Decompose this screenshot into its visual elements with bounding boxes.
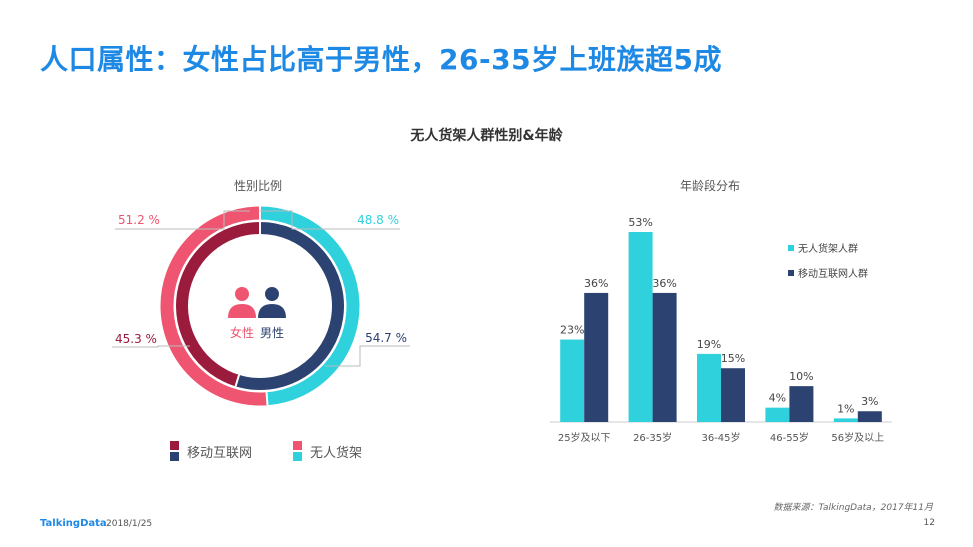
age-bar-chart: 23% 36% 25岁及以下 53% 36% 26-35岁 19%15% 36-45岁 4%10…	[550, 216, 892, 444]
bar-value-label: 19%	[697, 338, 721, 351]
legend-swatch-navy	[788, 269, 794, 276]
x-tick-label: 56岁及以上	[831, 431, 884, 444]
legend-item-shelf-population: 无人货架人群	[788, 240, 868, 255]
footer-date: 2018/1/25	[106, 519, 153, 529]
label-mobile-female: 45.3 %	[115, 332, 157, 346]
x-tick-label: 25岁及以下	[558, 431, 611, 444]
chart-section-title: 无人货架人群性别&年龄	[410, 128, 563, 144]
legend-label-mobile-internet: 移动互联网	[187, 445, 253, 461]
x-tick-label: 36-45岁	[701, 431, 740, 444]
bar-value-label: 10%	[789, 370, 813, 383]
x-tick-label: 26-35岁	[633, 431, 672, 444]
bar-shelf-4	[833, 418, 858, 422]
data-source-note: 数据来源：TalkingData，2017年11月	[773, 503, 933, 513]
age-legend: 无人货架人群 移动互联网人群	[788, 240, 868, 290]
legend-swatch-cyan	[788, 244, 794, 251]
legend-item-mobile-internet: 移动互联网	[170, 440, 252, 462]
bar-mobile-0	[584, 292, 609, 422]
bar-value-label: 36%	[584, 277, 608, 290]
gender-chart-title: 性别比例	[233, 179, 282, 193]
page-title: 人口属性：女性占比高于男性，26-35岁上班族超5成	[40, 43, 723, 76]
bar-value-label: 23%	[560, 324, 584, 337]
talkingdata-logo: TalkingData	[40, 518, 107, 529]
legend-item-unmanned-shelf: 无人货架	[293, 440, 362, 462]
legend-swatch-shelf	[293, 440, 302, 462]
gender-donut-chart: 51.2 % 48.8 % 45.3 % 54.7 % 女性 男性	[112, 206, 410, 406]
female-center-label: 女性	[230, 325, 254, 340]
female-person-icon	[228, 287, 256, 318]
label-mobile-male: 54.7 %	[365, 331, 407, 345]
bar-mobile-2	[721, 368, 745, 422]
bar-value-label: 1%	[837, 402, 854, 415]
page-number: 12	[923, 518, 935, 528]
male-center-label: 男性	[260, 326, 284, 340]
label-shelf-female: 51.2 %	[118, 213, 160, 227]
male-person-icon	[258, 287, 286, 318]
bar-value-label: 53%	[628, 216, 652, 229]
legend-label-mobile-population: 移动互联网人群	[798, 269, 868, 280]
legend-label-shelf-population: 无人货架人群	[798, 244, 858, 255]
bar-shelf-2	[697, 353, 721, 422]
bar-value-label: 36%	[652, 277, 676, 290]
bar-value-label: 3%	[861, 395, 878, 408]
legend-swatch-mobile	[170, 440, 179, 462]
donut-slice-shelf-female	[160, 206, 268, 406]
legend-label-unmanned-shelf: 无人货架	[310, 445, 363, 461]
x-tick-label: 46-55岁	[770, 431, 809, 444]
bar-shelf-1	[628, 232, 653, 422]
legend-item-mobile-population: 移动互联网人群	[788, 265, 868, 280]
bar-mobile-4	[857, 411, 882, 422]
label-shelf-male: 48.8 %	[357, 213, 399, 227]
bar-mobile-1	[652, 292, 677, 422]
bar-value-label: 4%	[769, 392, 786, 405]
donut-slice-shelf-male	[259, 206, 360, 406]
donut-slice-mobile-female	[176, 222, 261, 387]
bar-value-label: 15%	[721, 352, 745, 365]
age-chart-title: 年龄段分布	[679, 179, 740, 193]
bar-shelf-3	[765, 407, 790, 422]
bar-shelf-0	[560, 339, 585, 422]
donut-slice-mobile-male	[235, 222, 344, 390]
bar-mobile-3	[789, 386, 814, 422]
